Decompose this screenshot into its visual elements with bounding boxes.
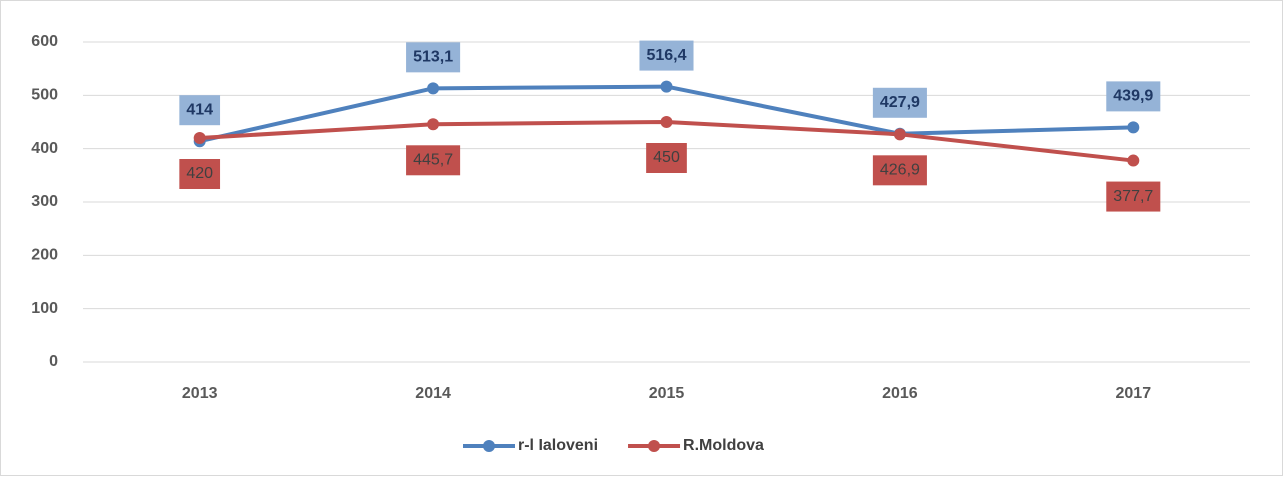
data-label-box	[646, 143, 687, 173]
legend-marker	[648, 440, 661, 452]
data-label: 426,9	[880, 162, 920, 179]
data-point	[1127, 154, 1140, 167]
y-tick-label: 600	[31, 33, 58, 50]
data-label-box	[639, 40, 694, 71]
y-tick-label: 200	[31, 247, 58, 264]
data-label: 450	[653, 149, 680, 166]
x-tick-label: 2017	[1116, 385, 1152, 402]
data-label-box	[872, 155, 927, 186]
data-label-box	[406, 145, 461, 176]
data-label: 439,9	[1113, 88, 1153, 105]
data-label-box	[179, 159, 221, 189]
y-tick-label: 400	[31, 140, 58, 157]
legend-label: r-l Ialoveni	[518, 437, 598, 454]
data-point	[193, 132, 206, 144]
data-label-box	[179, 95, 221, 126]
data-point	[427, 82, 440, 95]
data-label-box	[1106, 181, 1161, 212]
data-label: 516,4	[646, 47, 686, 64]
y-tick-label: 0	[49, 353, 58, 370]
data-point	[893, 128, 906, 141]
data-label: 427,9	[880, 94, 920, 111]
data-label: 414	[186, 101, 213, 118]
x-tick-label: 2015	[649, 385, 685, 402]
data-label-box	[872, 87, 927, 118]
x-tick-label: 2016	[882, 385, 918, 402]
data-label: 445,7	[413, 152, 453, 169]
y-tick-label: 500	[31, 87, 58, 104]
data-label-box	[1106, 81, 1161, 112]
data-label: 377,7	[1113, 188, 1153, 205]
y-tick-label: 100	[31, 300, 58, 317]
x-tick-label: 2013	[182, 385, 218, 402]
data-point	[427, 118, 440, 131]
data-point	[660, 116, 673, 128]
legend-label: R.Moldova	[683, 437, 764, 454]
data-label-box	[406, 42, 461, 73]
data-point	[660, 80, 673, 93]
data-point	[1127, 121, 1140, 134]
data-label: 420	[186, 165, 213, 182]
y-tick-label: 300	[31, 193, 58, 210]
x-tick-label: 2014	[415, 385, 451, 402]
data-label: 513,1	[413, 49, 453, 66]
legend-marker	[483, 440, 495, 452]
